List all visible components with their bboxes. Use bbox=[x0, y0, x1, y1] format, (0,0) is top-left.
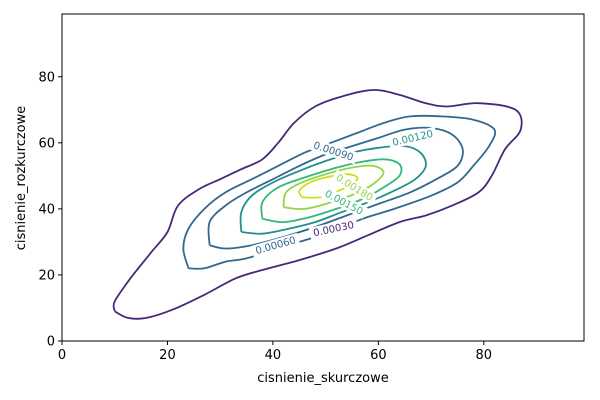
plot-frame bbox=[61, 13, 585, 342]
x-tick-label: 40 bbox=[265, 348, 282, 363]
y-tick-label: 60 bbox=[38, 136, 55, 151]
y-tick-label: 20 bbox=[38, 268, 55, 283]
contour-level-5 bbox=[260, 158, 403, 224]
contour-level-2 bbox=[182, 114, 497, 270]
y-tick-label: 0 bbox=[47, 335, 55, 350]
x-axis: 0 20 40 60 80 bbox=[58, 341, 492, 363]
contour-level-1 bbox=[112, 89, 523, 320]
contour-lines bbox=[112, 89, 523, 320]
contour-label-gap bbox=[308, 217, 359, 240]
x-axis-label: cisnienie_skurczowe bbox=[257, 371, 389, 386]
contour-label-gap bbox=[250, 232, 301, 258]
x-tick-label: 0 bbox=[58, 348, 66, 363]
contour-label: 0.00090 bbox=[312, 140, 355, 163]
y-axis-label: cisnienie_rozkurczowe bbox=[14, 106, 29, 251]
contour-level-3 bbox=[207, 126, 464, 250]
x-tick-label: 60 bbox=[370, 348, 387, 363]
y-tick-label: 40 bbox=[38, 202, 55, 217]
contour-label-gap bbox=[387, 126, 438, 150]
contour-level-6 bbox=[282, 164, 385, 210]
contour-level-4 bbox=[239, 144, 427, 235]
x-tick-label: 80 bbox=[476, 348, 493, 363]
x-tick-label: 20 bbox=[159, 348, 176, 363]
y-tick-label: 80 bbox=[38, 70, 55, 85]
contour-label-gap bbox=[308, 137, 359, 165]
contour-label-gap bbox=[320, 185, 369, 219]
y-axis: 0 20 40 60 80 bbox=[38, 70, 62, 350]
contour-label-gap bbox=[331, 169, 379, 206]
